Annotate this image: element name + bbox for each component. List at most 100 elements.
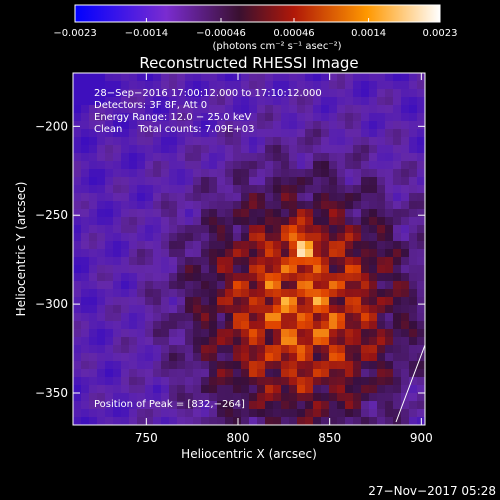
heatmap-cell — [377, 105, 386, 114]
heatmap-cell — [233, 401, 242, 410]
heatmap-cell — [193, 137, 202, 146]
heatmap-cell — [409, 201, 418, 210]
heatmap-cell — [129, 345, 138, 354]
heatmap-cell — [137, 225, 146, 234]
heatmap-image — [73, 73, 425, 425]
heatmap-cell — [113, 249, 122, 258]
heatmap-cell — [385, 105, 394, 114]
heatmap-cell — [145, 273, 154, 282]
heatmap-cell — [345, 369, 354, 378]
heatmap-cell — [385, 417, 394, 425]
heatmap-cell — [377, 177, 386, 186]
heatmap-cell — [337, 249, 346, 258]
heatmap-cell — [193, 369, 202, 378]
heatmap-cell — [193, 177, 202, 186]
heatmap-cell — [273, 273, 282, 282]
heatmap-cell — [153, 377, 162, 386]
heatmap-cell — [129, 297, 138, 306]
heatmap-cell — [257, 281, 266, 290]
heatmap-cell — [153, 321, 162, 330]
heatmap-cell — [217, 137, 226, 146]
heatmap-cell — [345, 137, 354, 146]
heatmap-cell — [153, 313, 162, 322]
heatmap-cell — [137, 177, 146, 186]
heatmap-cell — [417, 145, 425, 154]
heatmap-cell — [81, 377, 90, 386]
heatmap-cell — [121, 89, 130, 98]
heatmap-cell — [137, 377, 146, 386]
heatmap-cell — [217, 297, 226, 306]
heatmap-cell — [193, 97, 202, 106]
heatmap-cell — [281, 81, 290, 90]
heatmap-cell — [153, 145, 162, 154]
heatmap-cell — [225, 105, 234, 114]
heatmap-cell — [185, 329, 194, 338]
heatmap-cell — [401, 361, 410, 370]
heatmap-cell — [401, 73, 410, 82]
heatmap-cell — [89, 345, 98, 354]
heatmap-cell — [305, 281, 314, 290]
heatmap-cell — [209, 409, 218, 418]
heatmap-cell — [329, 273, 338, 282]
heatmap-cell — [169, 217, 178, 226]
heatmap-cell — [401, 177, 410, 186]
heatmap-cell — [361, 345, 370, 354]
heatmap-cell — [329, 393, 338, 402]
heatmap-cell — [89, 401, 98, 410]
heatmap-cell — [361, 273, 370, 282]
heatmap-cell — [265, 337, 274, 346]
heatmap-cell — [321, 209, 330, 218]
heatmap-cell — [369, 225, 378, 234]
heatmap-cell — [401, 153, 410, 162]
heatmap-cell — [417, 305, 425, 314]
heatmap-cell — [313, 145, 322, 154]
heatmap-cell — [121, 241, 130, 250]
heatmap-cell — [201, 337, 210, 346]
heatmap-cell — [209, 97, 218, 106]
heatmap-cell — [249, 217, 258, 226]
heatmap-cell — [257, 369, 266, 378]
heatmap-cell — [401, 129, 410, 138]
heatmap-cell — [161, 321, 170, 330]
heatmap-cell — [385, 129, 394, 138]
heatmap-cell — [345, 97, 354, 106]
heatmap-cell — [281, 193, 290, 202]
heatmap-cell — [361, 233, 370, 242]
heatmap-cell — [225, 369, 234, 378]
heatmap-cell — [345, 145, 354, 154]
heatmap-cell — [137, 113, 146, 122]
heatmap-cell — [233, 417, 242, 425]
heatmap-cell — [217, 89, 226, 98]
heatmap-cell — [177, 265, 186, 274]
heatmap-cell — [297, 329, 306, 338]
heatmap-cell — [169, 209, 178, 218]
heatmap-cell — [89, 249, 98, 258]
heatmap-cell — [89, 321, 98, 330]
heatmap-cell — [161, 81, 170, 90]
heatmap-cell — [233, 121, 242, 130]
heatmap-cell — [417, 329, 425, 338]
heatmap-cell — [409, 377, 418, 386]
heatmap-cell — [337, 409, 346, 418]
heatmap-cell — [225, 169, 234, 178]
heatmap-cell — [401, 105, 410, 114]
heatmap-cell — [129, 185, 138, 194]
heatmap-cell — [417, 401, 425, 410]
heatmap-cell — [297, 313, 306, 322]
heatmap-cell — [353, 201, 362, 210]
heatmap-cell — [281, 129, 290, 138]
heatmap-cell — [417, 241, 425, 250]
heatmap-cell — [313, 385, 322, 394]
heatmap-cell — [313, 177, 322, 186]
heatmap-cell — [129, 289, 138, 298]
heatmap-cell — [321, 233, 330, 242]
heatmap-cell — [81, 145, 90, 154]
heatmap-cell — [97, 185, 106, 194]
heatmap-cell — [241, 265, 250, 274]
heatmap-cell — [225, 201, 234, 210]
heatmap-cell — [289, 361, 298, 370]
heatmap-cell — [241, 401, 250, 410]
heatmap-cell — [377, 321, 386, 330]
heatmap-cell — [201, 81, 210, 90]
heatmap-cell — [225, 313, 234, 322]
